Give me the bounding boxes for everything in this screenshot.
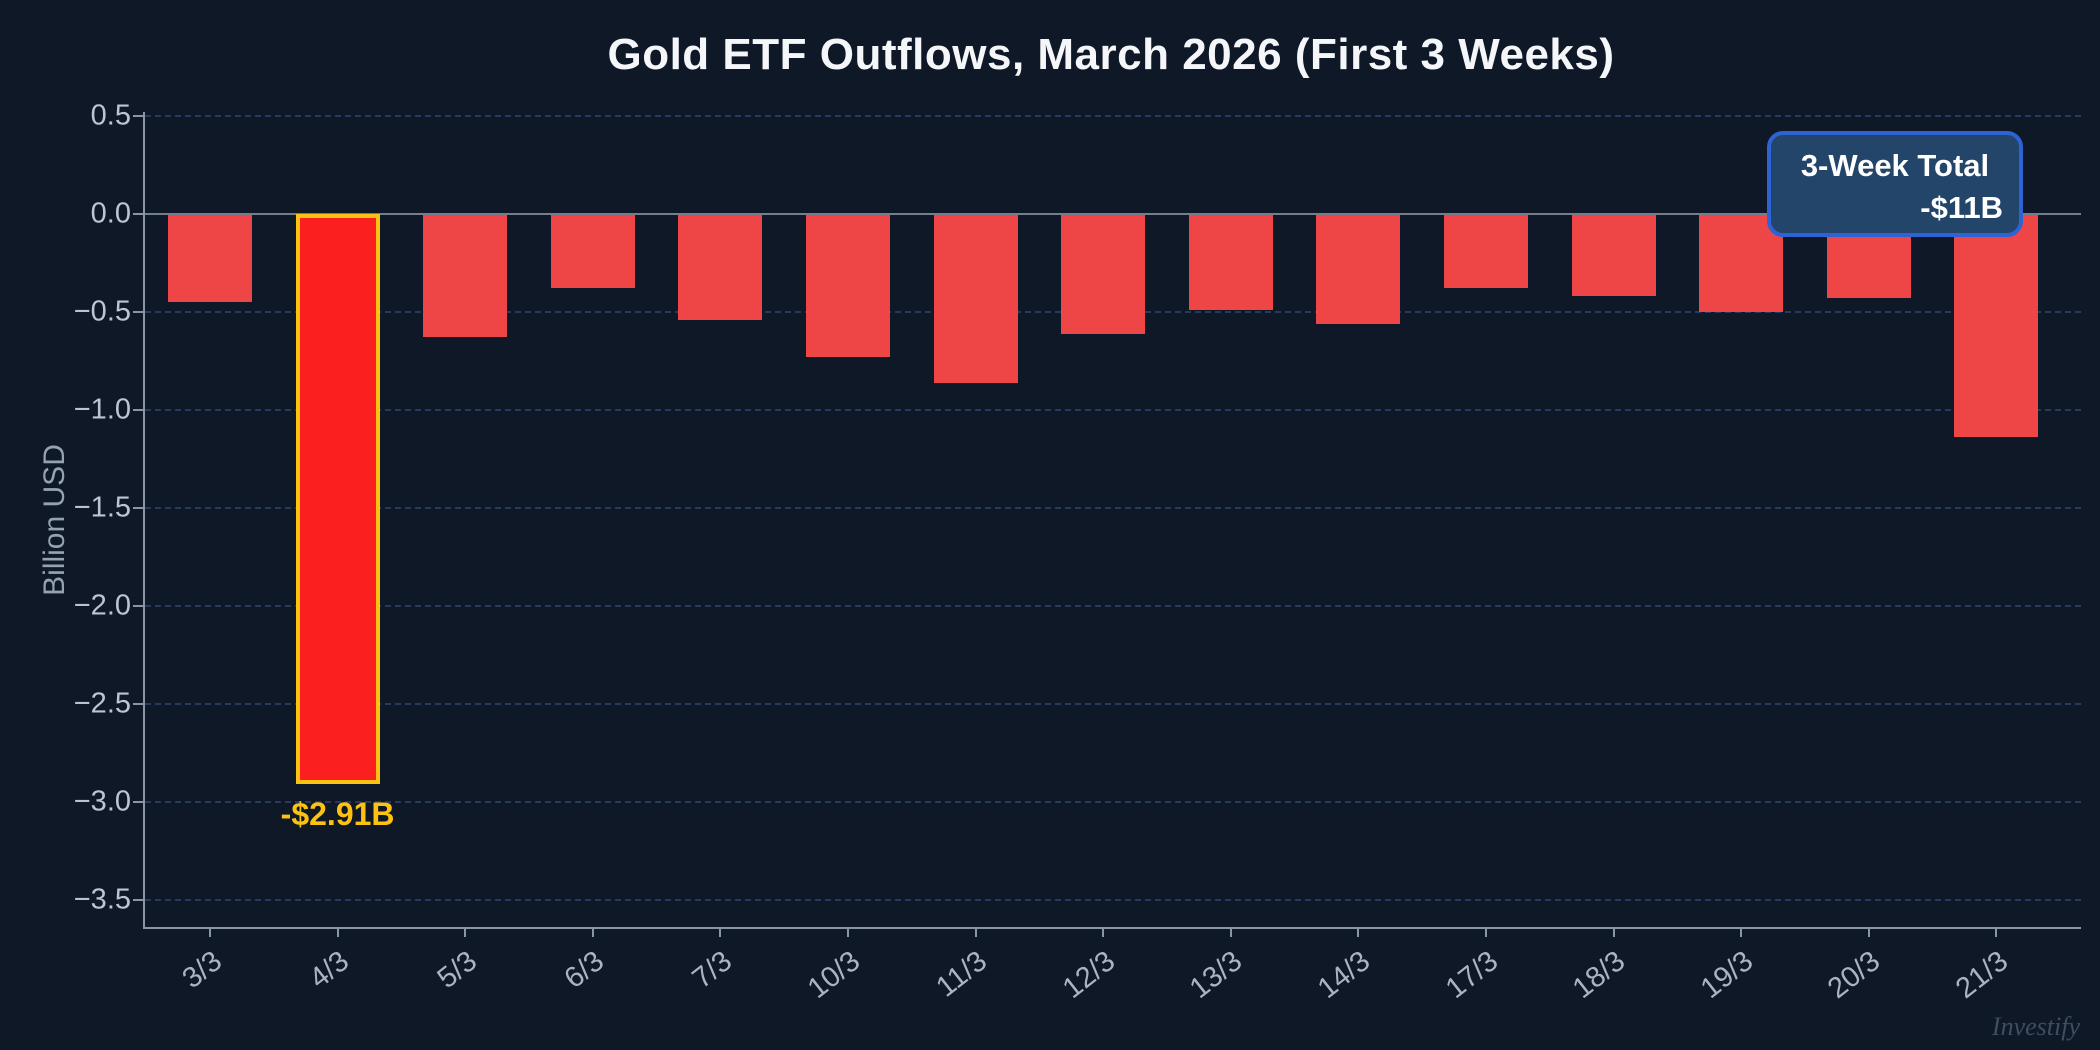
x-tick-label-text: 19/3 — [1694, 945, 1759, 1005]
watermark: Investify — [1991, 1012, 2080, 1041]
bar-17/3 — [1444, 214, 1528, 289]
x-tick-label-text: 10/3 — [801, 945, 866, 1005]
y-tick-label: −2.5 — [73, 687, 131, 720]
y-gridline — [145, 507, 2081, 509]
y-gridline — [145, 605, 2081, 607]
zero-line — [145, 213, 2081, 215]
y-tick-mark — [133, 703, 143, 705]
x-tick-mark — [1357, 927, 1360, 937]
bar-13/3 — [1188, 214, 1273, 311]
x-tick-mark — [209, 927, 211, 937]
y-axis-label: Billion USD — [38, 444, 71, 596]
bar-18/3 — [1571, 214, 1656, 297]
x-tick-label-text: 4/3 — [303, 945, 356, 996]
x-tick-label-text: 13/3 — [1184, 945, 1249, 1005]
x-tick-label-text: 12/3 — [1056, 945, 1121, 1005]
x-tick-mark — [1612, 927, 1615, 937]
y-gridline — [145, 801, 2081, 803]
total-annotation-title: 3-Week Total — [1800, 148, 1990, 183]
x-tick-mark — [1485, 927, 1487, 937]
x-tick-label-text: 20/3 — [1822, 945, 1887, 1005]
chart-title: Gold ETF Outflows, March 2026 (First 3 W… — [607, 30, 1615, 79]
y-tick-mark — [133, 801, 143, 803]
total-annotation-value: -$11B — [1920, 189, 2003, 225]
x-tick-label-text: 11/3 — [930, 945, 994, 1004]
y-tick-mark — [133, 213, 143, 215]
bar-3/3 — [168, 214, 252, 303]
x-tick-mark — [336, 927, 339, 937]
y-tick-mark — [133, 507, 143, 509]
x-tick-mark — [1102, 927, 1105, 937]
bar-6/3 — [550, 214, 635, 289]
x-tick-label-text: 21/3 — [1949, 945, 2015, 1005]
y-gridline — [145, 409, 2081, 411]
bar-11/3 — [933, 214, 1018, 383]
bar-highlighted-4/3 — [295, 214, 380, 785]
y-gridline — [145, 115, 2081, 117]
bar-21/3 — [1954, 214, 2039, 438]
x-tick-label-text: 17/3 — [1439, 945, 1504, 1005]
total-annotation-box: 3-Week Total -$11B — [1767, 131, 2023, 237]
x-tick-mark — [719, 927, 722, 937]
x-tick-mark — [1867, 927, 1870, 937]
x-tick-mark — [464, 927, 467, 937]
y-tick-label: −3.5 — [73, 883, 131, 916]
x-tick-mark — [1995, 927, 1998, 937]
bar-12/3 — [1061, 214, 1146, 334]
x-tick-label-text: 18/3 — [1567, 945, 1632, 1005]
highlight-value-label: -$2.91B — [280, 796, 395, 833]
y-tick-mark — [133, 899, 143, 901]
y-tick-label: −2.0 — [73, 589, 131, 622]
x-tick-mark — [1740, 927, 1743, 937]
x-tick-mark — [847, 927, 849, 937]
x-tick-label-text: 5/3 — [431, 945, 483, 996]
bar-10/3 — [806, 214, 890, 358]
y-tick-mark — [133, 605, 143, 607]
y-tick-mark — [133, 311, 143, 313]
y-tick-label: −3.0 — [73, 785, 131, 818]
y-gridline — [145, 703, 2081, 705]
x-tick-mark — [974, 927, 977, 937]
x-tick-label-text: 3/3 — [176, 945, 228, 996]
y-tick-label: 0.0 — [90, 197, 131, 230]
x-tick-label-text: 14/3 — [1311, 945, 1377, 1005]
x-tick-mark — [591, 927, 594, 937]
x-tick-mark — [1229, 927, 1232, 937]
y-tick-label: −0.5 — [73, 295, 131, 328]
bar-7/3 — [678, 214, 763, 320]
y-tick-mark — [133, 409, 143, 411]
y-tick-label: −1.5 — [73, 491, 131, 524]
y-tick-label: 0.5 — [90, 99, 131, 132]
x-tick-label-text: 7/3 — [686, 945, 739, 996]
bar-14/3 — [1316, 214, 1401, 324]
y-gridline — [145, 899, 2081, 901]
bar-5/3 — [423, 214, 508, 338]
y-tick-mark — [133, 115, 143, 117]
y-tick-label: −1.0 — [73, 393, 131, 426]
x-tick-label-text: 6/3 — [559, 945, 611, 996]
